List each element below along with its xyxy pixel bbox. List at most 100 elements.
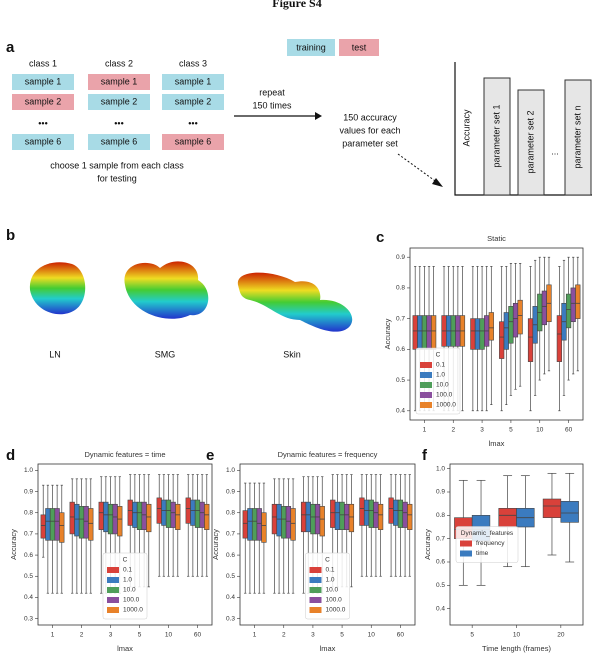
legend-label: time	[476, 550, 489, 557]
legend-swatch	[107, 597, 119, 603]
sample-box	[88, 74, 150, 90]
legend-label: 10.0	[436, 382, 449, 389]
x-tick-label: 5	[138, 632, 142, 639]
y-tick-label: 0.4	[24, 594, 33, 601]
x-tick-label: 60	[194, 632, 202, 639]
box	[290, 508, 296, 541]
box	[103, 501, 109, 533]
param-bar	[483, 77, 511, 196]
box	[334, 501, 341, 530]
param-label: parameter set n	[572, 105, 582, 168]
box	[300, 501, 307, 533]
repeat-text: repeat	[259, 87, 285, 97]
box	[503, 312, 509, 350]
y-tick-label: 0.9	[436, 489, 445, 496]
chart-title: Dynamic features = time	[84, 450, 165, 459]
x-tick-label: 2	[80, 632, 84, 639]
axes	[454, 62, 592, 196]
box	[426, 315, 432, 350]
y-tick-label: 0.4	[226, 594, 235, 601]
legend-label: 100.0	[326, 597, 343, 604]
legend-swatch	[420, 392, 432, 398]
y-tick-label: 0.5	[396, 377, 405, 384]
y-tick-label: 0.6	[396, 346, 405, 353]
x-tick-label: 2	[451, 427, 455, 434]
x-tick-label: 3	[109, 632, 113, 639]
x-tick-label: 60	[397, 632, 405, 639]
result-text: parameter set	[342, 138, 398, 148]
legend-swatch	[309, 577, 322, 583]
sample-label: sample 6	[101, 136, 138, 146]
box	[40, 514, 46, 539]
arrow-head	[315, 112, 322, 120]
caption: choose 1 sample from each class	[50, 160, 184, 170]
y-tick-label: 0.5	[24, 573, 33, 580]
class-label: class 3	[179, 58, 207, 68]
plot-frame	[409, 247, 584, 421]
y-tick-label: 0.4	[436, 605, 445, 612]
box	[402, 501, 408, 528]
y-tick-label: 0.5	[436, 582, 445, 589]
sample-box	[12, 94, 74, 110]
x-tick-label: 1	[423, 427, 427, 434]
tissue-label: LN	[49, 349, 61, 359]
box	[146, 503, 152, 533]
box	[570, 287, 576, 323]
box	[54, 508, 60, 541]
x-tick-label: 1	[51, 632, 55, 639]
legend-title: Dynamic_features	[461, 530, 514, 537]
x-tick-label: 10	[536, 427, 544, 434]
y-tick-label: 1.0	[24, 467, 33, 474]
y-tick-label: 0.9	[396, 254, 405, 261]
x-tick-label: 10	[165, 632, 173, 639]
y-tick-label: 0.3	[24, 615, 33, 622]
y-axis-label: Accuracy	[423, 529, 432, 560]
y-tick-label: 0.6	[24, 552, 33, 559]
box	[190, 499, 196, 526]
legend-swatch	[420, 362, 432, 368]
y-tick-label: 0.7	[24, 531, 33, 538]
y-tick-label: 0.8	[226, 509, 235, 516]
box	[412, 315, 418, 350]
box	[305, 501, 311, 533]
box	[256, 508, 262, 541]
box	[194, 499, 201, 528]
sample-label: •••	[38, 118, 47, 128]
sample-box	[162, 74, 224, 90]
legend-label: 1000.0	[436, 402, 456, 409]
param-label: parameter set 2	[525, 110, 535, 173]
legend-swatch	[309, 607, 322, 613]
legend-swatch	[420, 382, 432, 388]
legend-label: 10.0	[123, 587, 136, 594]
x-tick-label: 5	[470, 632, 474, 639]
y-tick-label: 0.3	[226, 615, 235, 622]
tissue-label: SMG	[155, 349, 176, 359]
box	[251, 508, 258, 541]
box	[517, 299, 523, 335]
legend-text: test	[352, 42, 367, 52]
box	[363, 499, 370, 526]
sample-box	[12, 74, 74, 90]
x-tick-label: 5	[340, 632, 344, 639]
chart-title: Static	[487, 234, 506, 243]
x-tick-label: 3	[480, 427, 484, 434]
legend-title: C	[325, 557, 330, 564]
legend-title: C	[123, 557, 128, 564]
shape-skin	[237, 272, 353, 332]
legend-swatch	[107, 607, 119, 613]
legend-swatch	[309, 597, 322, 603]
box	[247, 508, 253, 541]
figure-title: Figure S4	[272, 0, 321, 10]
box	[74, 503, 80, 537]
panel-label: f	[422, 447, 428, 464]
result-text: 150 accuracy	[343, 112, 397, 122]
plot-frame	[37, 463, 213, 626]
box	[117, 506, 123, 537]
ellipsis: ...	[551, 146, 559, 156]
legend-label: 0.1	[123, 567, 132, 574]
box	[59, 512, 65, 543]
box	[556, 315, 562, 362]
y-tick-label: 0.8	[24, 509, 33, 516]
panel-label: e	[206, 447, 214, 464]
legend-label: 10.0	[326, 587, 339, 594]
